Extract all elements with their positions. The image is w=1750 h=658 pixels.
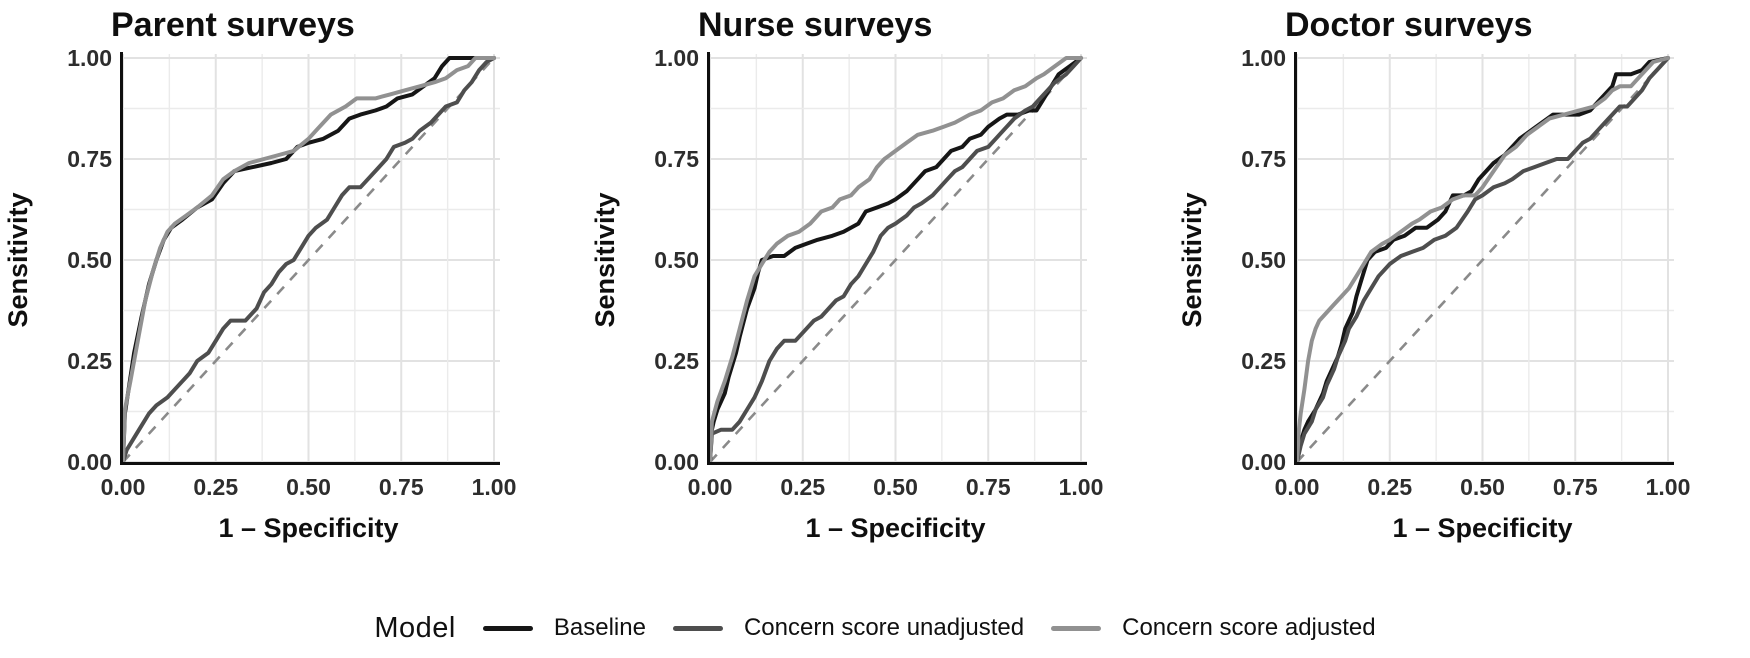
roc-chart-doctor: 0.00 0.25 0.50 0.75 1.00 0.00 0.25 0.50 0.75 1.00… [1174, 0, 1750, 560]
roc-curve-concern-score-adjusted [708, 56, 1083, 464]
panel-title: Doctor surveys [1285, 6, 1533, 44]
legend-title: Model [374, 611, 456, 644]
y-axis-title: Sensitivity [3, 192, 33, 327]
y-tick-label: 0.75 [654, 146, 699, 172]
legend-item-label: Concern score unadjusted [743, 614, 1025, 641]
x-tick-label: 1.00 [472, 474, 517, 500]
legend-item-label: Baseline [553, 614, 646, 641]
y-tick-label: 0.25 [67, 348, 112, 374]
roc-curve-concern-score-adjusted [1295, 56, 1670, 464]
x-axis-title: 1 – Specificity [805, 513, 985, 543]
x-axis-title: 1 – Specificity [1392, 513, 1572, 543]
legend: Model Baseline Concern score unadjusted … [0, 604, 1750, 652]
x-tick-label: 0.00 [688, 474, 733, 500]
y-tick-label: 1.00 [67, 45, 112, 71]
legend-item-concern-unadjusted: Concern score unadjusted [672, 614, 1025, 642]
panel-title: Parent surveys [111, 6, 355, 44]
diagonal-reference-line [1296, 57, 1669, 463]
x-tick-label: 0.50 [873, 474, 918, 500]
roc-chart-parent: 0.00 0.25 0.50 0.75 1.00 0.00 0.25 0.50 0.75 1.00… [0, 0, 580, 560]
y-tick-label: 0.75 [1241, 146, 1286, 172]
x-tick-label: 0.00 [101, 474, 146, 500]
x-tick-label: 0.25 [780, 474, 825, 500]
diagonal-reference-line [709, 57, 1082, 463]
x-tick-label: 0.25 [1367, 474, 1412, 500]
y-tick-label: 1.00 [654, 45, 699, 71]
y-tick-label: 1.00 [1241, 45, 1286, 71]
legend-item-baseline: Baseline [482, 614, 646, 642]
legend-line-swatch-concern-adjusted [1051, 625, 1102, 631]
legend-item-label: Concern score adjusted [1122, 614, 1376, 641]
x-tick-label: 0.50 [1460, 474, 1505, 500]
x-tick-label: 0.75 [1553, 474, 1598, 500]
y-tick-label: 0.50 [1241, 247, 1286, 273]
y-tick-label: 0.00 [654, 449, 699, 475]
x-tick-label: 1.00 [1646, 474, 1691, 500]
roc-curve-concern-score-unadjusted [1295, 56, 1670, 464]
y-tick-label: 0.25 [1241, 348, 1286, 374]
roc-curve-concern-score-unadjusted [708, 56, 1083, 464]
roc-curve-concern-score-adjusted [121, 56, 496, 464]
x-tick-label: 0.00 [1275, 474, 1320, 500]
x-tick-label: 0.25 [193, 474, 238, 500]
y-tick-label: 0.00 [67, 449, 112, 475]
roc-chart-nurse: 0.00 0.25 0.50 0.75 1.00 0.00 0.25 0.50 0.75 1.00… [587, 0, 1167, 560]
y-axis-title: Sensitivity [1177, 192, 1207, 327]
roc-plot-svg: 0.00 0.25 0.50 0.75 1.00 0.00 0.25 0.50 0.75 1.00… [1177, 6, 1691, 543]
y-tick-label: 0.75 [67, 146, 112, 172]
grid [122, 54, 500, 463]
roc-curve-baseline [708, 56, 1083, 464]
x-axis-title: 1 – Specificity [218, 513, 398, 543]
x-tick-label: 0.50 [286, 474, 331, 500]
roc-plot-svg: 0.00 0.25 0.50 0.75 1.00 0.00 0.25 0.50 0.75 1.00… [590, 6, 1104, 543]
panel-title: Nurse surveys [698, 6, 932, 44]
x-tick-label: 0.75 [966, 474, 1011, 500]
diagonal-reference-line [122, 57, 495, 463]
roc-plot-svg: 0.00 0.25 0.50 0.75 1.00 0.00 0.25 0.50 0.75 1.00… [3, 6, 517, 543]
y-tick-label: 0.50 [67, 247, 112, 273]
legend-line-swatch-baseline [482, 625, 533, 631]
x-tick-label: 1.00 [1059, 474, 1104, 500]
y-tick-label: 0.50 [654, 247, 699, 273]
legend-line-swatch-concern-unadjusted [672, 625, 723, 631]
y-tick-label: 0.25 [654, 348, 699, 374]
roc-curve-concern-score-unadjusted [121, 56, 496, 464]
x-tick-label: 0.75 [379, 474, 424, 500]
legend-item-concern-adjusted: Concern score adjusted [1051, 614, 1376, 642]
y-axis-title: Sensitivity [590, 192, 620, 327]
y-tick-label: 0.00 [1241, 449, 1286, 475]
